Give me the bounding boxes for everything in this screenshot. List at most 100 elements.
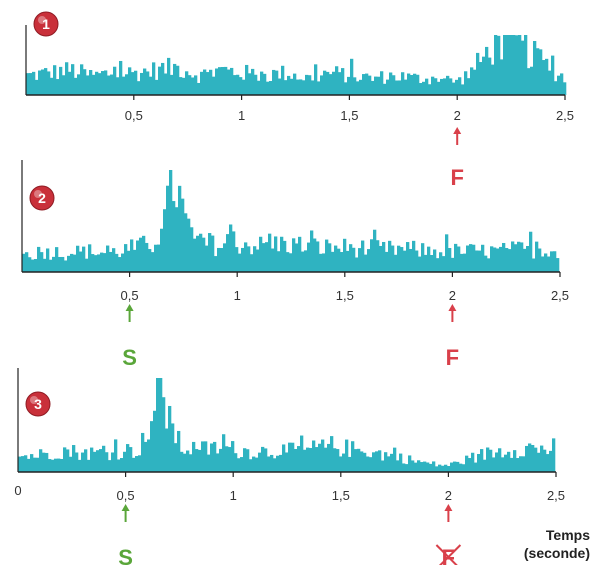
- bar-p3-56: [186, 450, 190, 472]
- bar-p2-140: [442, 256, 446, 272]
- bar-p1-175: [551, 55, 555, 95]
- bar-p3-26: [96, 450, 100, 472]
- bar-p1-75: [251, 68, 255, 95]
- bar-p1-14: [68, 71, 72, 95]
- bar-p3-175: [543, 449, 547, 472]
- bar-p1-146: [464, 71, 468, 95]
- bar-p2-71: [235, 247, 239, 272]
- bar-p3-86: [276, 455, 280, 472]
- bar-p3-141: [441, 465, 445, 472]
- bar-p1-42: [152, 62, 156, 95]
- axis-title-line-2: (seconde): [524, 545, 590, 561]
- bars-layer: [18, 35, 567, 472]
- bar-p2-30: [112, 248, 116, 272]
- bar-p3-40: [138, 455, 142, 472]
- bar-p3-61: [201, 441, 205, 472]
- bar-p2-175: [547, 256, 551, 272]
- start-label-p2: S: [122, 345, 137, 370]
- bar-p3-136: [426, 462, 430, 472]
- bar-p3-78: [252, 456, 256, 472]
- bar-p2-38: [136, 240, 140, 272]
- bar-p2-125: [397, 245, 401, 272]
- bar-p1-2: [32, 71, 36, 95]
- bar-p3-159: [495, 452, 499, 472]
- bar-p3-35: [123, 451, 127, 472]
- bar-p1-3: [35, 79, 39, 95]
- bar-p1-22: [92, 74, 96, 95]
- bar-p3-117: [369, 457, 373, 472]
- bar-p2-147: [463, 253, 467, 272]
- bar-p1-106: [344, 82, 348, 95]
- bar-p3-30: [108, 460, 112, 472]
- bar-p3-154: [480, 449, 484, 472]
- bar-p3-59: [195, 449, 199, 472]
- bar-p1-161: [509, 35, 513, 95]
- bar-p1-92: [302, 80, 306, 95]
- bar-p1-81: [269, 81, 273, 95]
- bar-p3-124: [390, 453, 394, 472]
- bar-p2-53: [181, 198, 185, 272]
- bar-p1-133: [425, 78, 429, 95]
- bar-p2-105: [337, 248, 341, 272]
- tick-label-p2-1: 1: [234, 288, 241, 303]
- bar-p2-48: [166, 185, 170, 272]
- bar-p1-109: [353, 77, 357, 95]
- bar-p2-137: [433, 249, 437, 272]
- bar-p2-149: [469, 244, 473, 272]
- bar-p1-95: [311, 80, 315, 95]
- bar-p3-29: [105, 452, 109, 472]
- bar-p3-127: [399, 453, 403, 472]
- bar-p3-7: [39, 449, 43, 472]
- bar-p1-44: [158, 66, 162, 95]
- tick-label-p1-3: 2: [454, 108, 461, 123]
- bar-p1-179: [563, 82, 567, 95]
- bar-p2-3: [31, 259, 35, 272]
- bar-p3-133: [417, 460, 421, 472]
- bar-p1-108: [350, 58, 354, 95]
- bar-p2-93: [301, 251, 305, 272]
- bar-p3-20: [78, 459, 82, 472]
- bar-p1-149: [473, 69, 477, 95]
- bar-p2-107: [343, 238, 347, 272]
- bar-p1-157: [497, 35, 501, 95]
- bar-p3-98: [312, 440, 316, 472]
- bar-p2-5: [37, 246, 41, 272]
- bar-p3-158: [492, 457, 496, 472]
- bar-p2-151: [475, 250, 479, 272]
- bar-p3-18: [72, 445, 76, 472]
- bar-p1-25: [101, 71, 105, 95]
- bar-p1-102: [332, 71, 336, 95]
- bar-p3-27: [99, 449, 103, 472]
- bar-p3-37: [129, 447, 133, 472]
- bar-p1-34: [128, 67, 132, 95]
- bar-p1-30: [116, 77, 120, 95]
- bar-p3-60: [198, 449, 202, 472]
- bar-p2-51: [175, 207, 179, 272]
- bar-p1-80: [266, 81, 270, 95]
- bar-p1-20: [86, 75, 90, 95]
- bar-p3-16: [66, 449, 70, 472]
- bar-p3-44: [150, 421, 154, 472]
- bar-p2-66: [220, 248, 224, 272]
- bar-p1-58: [200, 71, 204, 95]
- bar-p1-10: [56, 79, 60, 95]
- bar-p2-129: [409, 248, 413, 272]
- bar-p3-81: [261, 446, 265, 472]
- bar-p2-15: [67, 255, 71, 272]
- bar-p1-13: [65, 62, 69, 95]
- bar-p1-27: [107, 75, 111, 95]
- bar-p1-54: [188, 75, 192, 95]
- bar-p2-131: [415, 250, 419, 272]
- bar-p1-151: [479, 62, 483, 95]
- bar-p2-106: [340, 252, 344, 272]
- bar-p2-67: [223, 243, 227, 272]
- bar-p2-117: [373, 229, 377, 272]
- tick-label-p2-4: 2,5: [551, 288, 569, 303]
- bar-p3-171: [531, 444, 535, 472]
- bar-p1-76: [254, 74, 258, 95]
- bar-p2-100: [322, 253, 326, 272]
- bar-p2-113: [361, 240, 365, 272]
- bar-p1-143: [455, 79, 459, 95]
- tick-label-p1-4: 2,5: [556, 108, 574, 123]
